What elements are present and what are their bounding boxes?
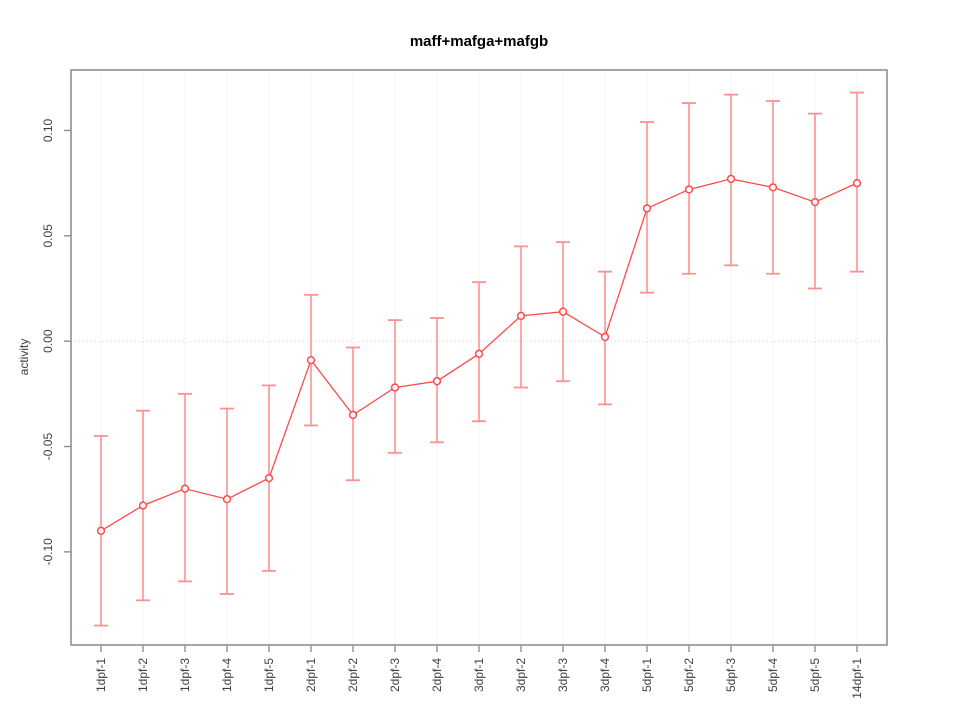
y-tick-label: 0.10 [41, 118, 55, 142]
data-point [474, 349, 484, 358]
data-points [96, 174, 862, 535]
x-tick-label: 3dpf-2 [514, 658, 528, 692]
data-point [726, 174, 736, 184]
y-tick-label: -0.05 [41, 433, 55, 461]
data-point [600, 332, 610, 342]
data-point [558, 307, 568, 316]
x-tick-label: 1dpf-1 [94, 658, 108, 692]
data-point [852, 178, 862, 188]
data-point [222, 495, 232, 504]
x-tick-label: 14dpf-1 [850, 658, 864, 699]
data-point [516, 311, 526, 321]
x-tick-label: 3dpf-3 [556, 658, 570, 692]
data-point [810, 197, 820, 207]
data-point [180, 484, 190, 493]
data-point [684, 185, 694, 194]
y-tick-label: -0.10 [41, 538, 55, 566]
data-point [390, 383, 400, 392]
x-tick-label: 2dpf-1 [304, 658, 318, 692]
chart-title: maff+mafga+mafgb [410, 33, 548, 50]
data-point [432, 377, 442, 386]
y-tick-label: 0.05 [41, 224, 55, 248]
data-point [348, 410, 358, 420]
x-tick-label: 1dpf-2 [136, 658, 150, 692]
x-tick-label: 1dpf-5 [262, 658, 276, 692]
x-tick-label: 5dpf-5 [808, 658, 822, 692]
y-tick-label: 0.00 [41, 329, 55, 353]
x-tick-label: 5dpf-2 [682, 658, 696, 692]
x-tick-label: 1dpf-3 [178, 658, 192, 692]
x-tick-label: 5dpf-1 [640, 658, 654, 692]
x-tick-label: 2dpf-4 [430, 658, 444, 692]
x-tick-label: 3dpf-1 [472, 658, 486, 692]
data-point [264, 473, 274, 483]
data-point [138, 501, 148, 510]
data-point [642, 204, 652, 213]
y-axis-label: activity [17, 339, 31, 376]
x-axis: 1dpf-1 1dpf-2 1dpf-3 1dpf-4 1dpf-5 2dpf-1 2dpf… [94, 645, 864, 699]
data-point [306, 355, 316, 365]
x-tick-label: 3dpf-4 [598, 658, 612, 692]
x-tick-label: 1dpf-4 [220, 658, 234, 692]
x-tick-label: 2dpf-2 [346, 658, 360, 692]
x-tick-label: 5dpf-4 [766, 658, 780, 692]
x-tick-label: 5dpf-3 [724, 658, 738, 692]
y-axis: -0.10 -0.05 0.00 0.05 0.10 [41, 118, 71, 566]
x-tick-label: 2dpf-3 [388, 658, 402, 692]
data-point [96, 526, 106, 535]
data-point [768, 183, 778, 192]
error-bars [94, 91, 864, 627]
